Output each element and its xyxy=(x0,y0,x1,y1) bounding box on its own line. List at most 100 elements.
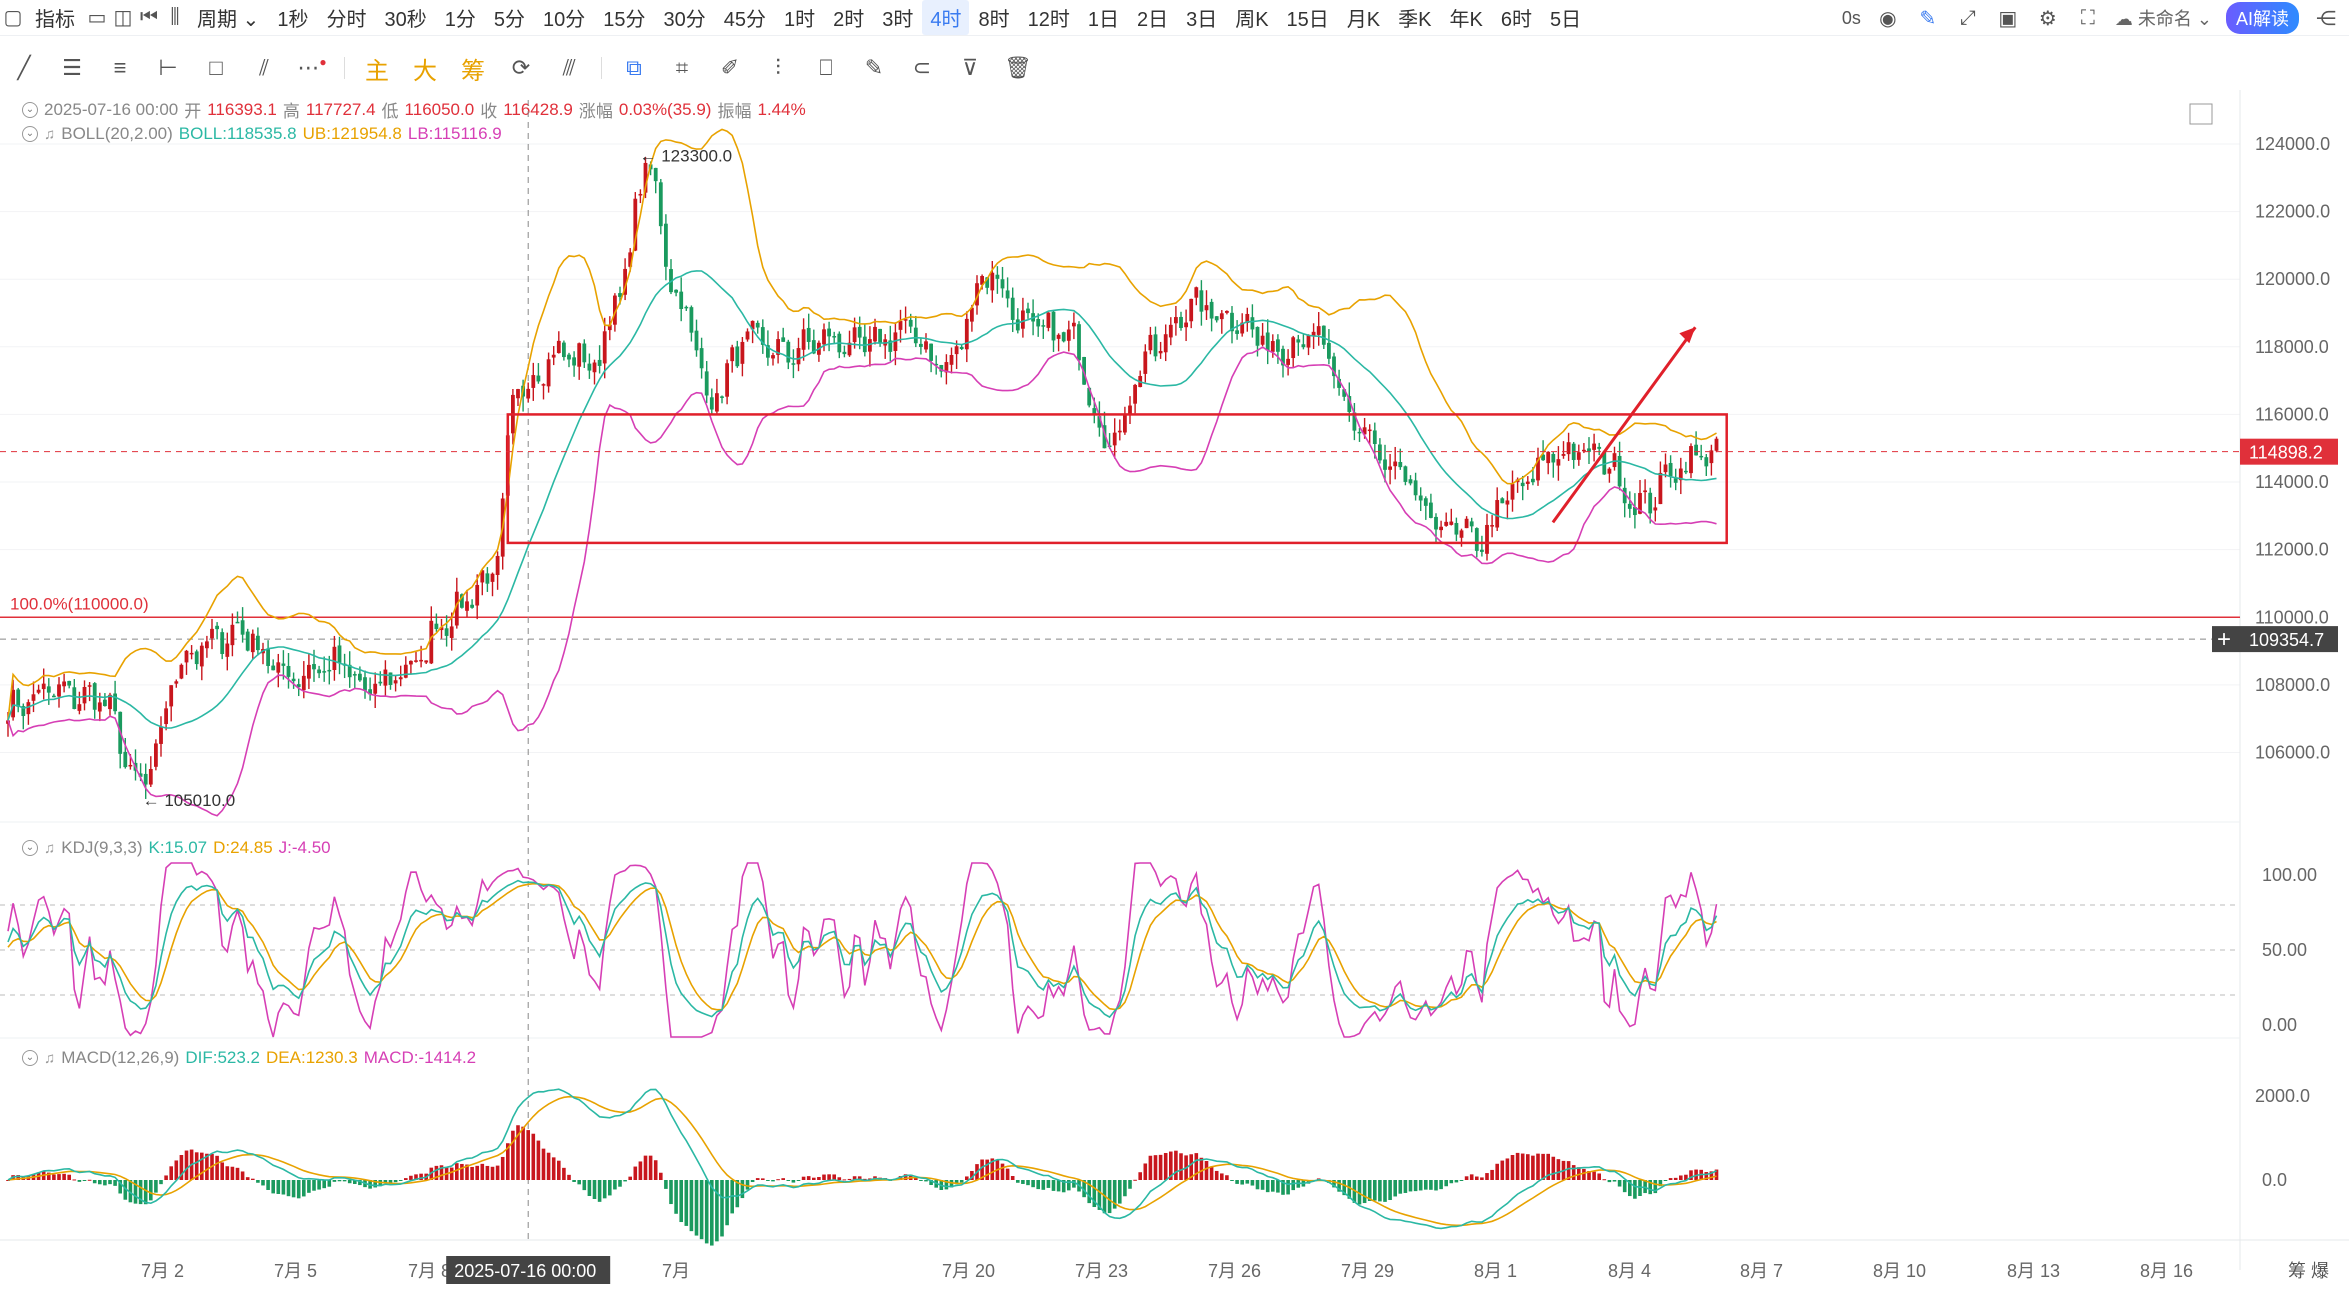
brush-icon[interactable]: ✐ xyxy=(720,55,740,80)
calendar-icon[interactable]: ▭ xyxy=(87,7,107,29)
macd-bar xyxy=(1123,1180,1127,1197)
period-年K[interactable]: 年K xyxy=(1449,9,1483,31)
candle-body xyxy=(903,319,908,321)
kline-icon[interactable]: ⫶ xyxy=(775,55,781,80)
period-8时[interactable]: 8时 xyxy=(978,9,1010,31)
candle-body xyxy=(1541,454,1545,461)
collapse-icon[interactable]: ⌄ xyxy=(22,126,38,142)
period-1秒[interactable]: 1秒 xyxy=(277,9,309,31)
big-order-button[interactable]: 大 xyxy=(413,57,437,85)
horizontal-ray-icon[interactable]: ⊢ xyxy=(158,55,178,80)
trend-line-icon[interactable]: ╱ xyxy=(17,55,31,80)
macd-bar xyxy=(1495,1163,1499,1180)
fibonacci-icon[interactable]: ⫽ xyxy=(259,55,269,80)
candle-body xyxy=(1163,334,1168,353)
trash-icon[interactable]: 🗑 xyxy=(1004,55,1032,80)
period-1日[interactable]: 1日 xyxy=(1087,9,1119,31)
macd-bar xyxy=(1235,1180,1239,1184)
collapse-icon[interactable]: ⌄ xyxy=(22,840,38,856)
period-1分[interactable]: 1分 xyxy=(444,9,476,31)
candle-body xyxy=(1689,446,1693,474)
period-1时[interactable]: 1时 xyxy=(783,9,816,31)
macd-bar xyxy=(781,1178,785,1180)
more-tools-icon[interactable]: ⋯● xyxy=(297,55,327,80)
macd-bar xyxy=(633,1166,638,1180)
share-icon[interactable]: ⋲ xyxy=(2316,7,2336,30)
macd-bar xyxy=(944,1180,949,1190)
period-15日[interactable]: 15日 xyxy=(1286,9,1329,31)
period-3时[interactable]: 3时 xyxy=(882,9,914,31)
candle-body xyxy=(1444,521,1449,526)
period-6时[interactable]: 6时 xyxy=(1500,9,1532,31)
macd-bar xyxy=(1531,1155,1535,1180)
layout-name[interactable]: ☁ 未命名 ⌄ xyxy=(2114,9,2212,29)
macd-bar xyxy=(490,1166,495,1180)
period-30秒[interactable]: 30秒 xyxy=(384,9,427,31)
filter-icon[interactable]: ⊽ xyxy=(961,55,979,80)
candle-body xyxy=(1123,415,1127,433)
period-4时[interactable]: 4时 xyxy=(922,0,970,35)
candle-body xyxy=(1306,335,1311,348)
rewind-icon[interactable]: ⏮ xyxy=(140,6,158,28)
ai-button[interactable]: AI解读 xyxy=(2225,2,2299,34)
sync-icon[interactable]: ⟳ xyxy=(511,55,531,80)
candle-body xyxy=(1092,408,1097,415)
period-季K[interactable]: 季K xyxy=(1398,9,1432,31)
period-dropdown[interactable]: 周期 ⌄ xyxy=(197,9,260,31)
period-45分[interactable]: 45分 xyxy=(723,9,766,31)
candle-body xyxy=(41,683,46,690)
collapse-icon[interactable]: ⌄ xyxy=(22,101,38,118)
chart-icon[interactable]: ▢ xyxy=(3,7,23,29)
indicator-button[interactable]: 指标 xyxy=(35,9,75,31)
period-分时[interactable]: 分时 xyxy=(326,9,367,31)
period-30分[interactable]: 30分 xyxy=(663,9,706,31)
period-5分[interactable]: 5分 xyxy=(493,9,525,31)
chart-canvas[interactable]: 124000.0 122000.0 120000.0 118000.0 116000.0… xyxy=(0,90,2349,1302)
period-12时[interactable]: 12时 xyxy=(1027,9,1070,31)
parallel-channel-icon[interactable]: ≡ xyxy=(113,55,127,80)
main-indicator-button[interactable]: 主 xyxy=(365,57,389,85)
bell-icon[interactable]: ♫ xyxy=(44,1049,56,1067)
candle-body xyxy=(1627,503,1632,509)
candle-body xyxy=(516,389,520,399)
period-3日[interactable]: 3日 xyxy=(1186,9,1218,31)
camera-icon[interactable]: ◉ xyxy=(1879,7,1897,30)
period-5日[interactable]: 5日 xyxy=(1549,9,1582,31)
bell-icon[interactable]: ♫ xyxy=(44,839,56,857)
candle-body xyxy=(898,321,903,330)
lock-icon[interactable]: ⎕ xyxy=(819,55,833,80)
macd-bar xyxy=(82,1180,87,1181)
ruler-icon[interactable]: ⌗ xyxy=(675,55,689,80)
candle-body xyxy=(975,283,979,306)
h-lines-icon[interactable]: ☰ xyxy=(62,55,82,80)
period-2日[interactable]: 2日 xyxy=(1136,9,1169,31)
kdj-name[interactable]: KDJ(9,3,3) xyxy=(61,838,143,857)
macd-bar xyxy=(965,1176,969,1180)
rectangle-icon[interactable]: □ xyxy=(209,55,223,80)
note-icon[interactable]: ✎ xyxy=(864,55,884,80)
image-icon[interactable]: ▣ xyxy=(1998,7,2018,30)
magnet-icon[interactable]: ⊂ xyxy=(912,55,932,80)
period-周K[interactable]: 周K xyxy=(1235,9,1269,31)
fullscreen-icon[interactable]: ⤢ xyxy=(1959,6,1976,29)
candle-body xyxy=(562,342,566,358)
candle-style-icon[interactable]: ⫼ xyxy=(170,6,180,28)
expand-icon[interactable]: ⛶ xyxy=(2080,6,2095,29)
pen-icon[interactable]: ✎ xyxy=(1919,7,1937,30)
boll-name[interactable]: BOLL(20,2.00) xyxy=(61,124,173,143)
layout-icon[interactable]: ◫ xyxy=(113,7,133,29)
period-2时[interactable]: 2时 xyxy=(833,9,865,31)
period-15分[interactable]: 15分 xyxy=(603,9,646,31)
measure-icon[interactable]: ⫻ xyxy=(562,55,576,80)
candle-body xyxy=(434,623,439,630)
macd-name[interactable]: MACD(12,26,9) xyxy=(61,1048,180,1067)
copy-icon[interactable]: ⧉ xyxy=(626,55,642,80)
bell-icon[interactable]: ♫ xyxy=(44,125,56,143)
collapse-icon[interactable]: ⌄ xyxy=(22,1050,38,1066)
settings-icon[interactable]: ⚙ xyxy=(2038,7,2057,30)
chips-button[interactable]: 筹 xyxy=(461,57,485,85)
period-月K[interactable]: 月K xyxy=(1346,9,1381,31)
period-10分[interactable]: 10分 xyxy=(542,9,586,31)
trend-arrow xyxy=(1551,326,1697,524)
macd-bar xyxy=(516,1125,520,1180)
